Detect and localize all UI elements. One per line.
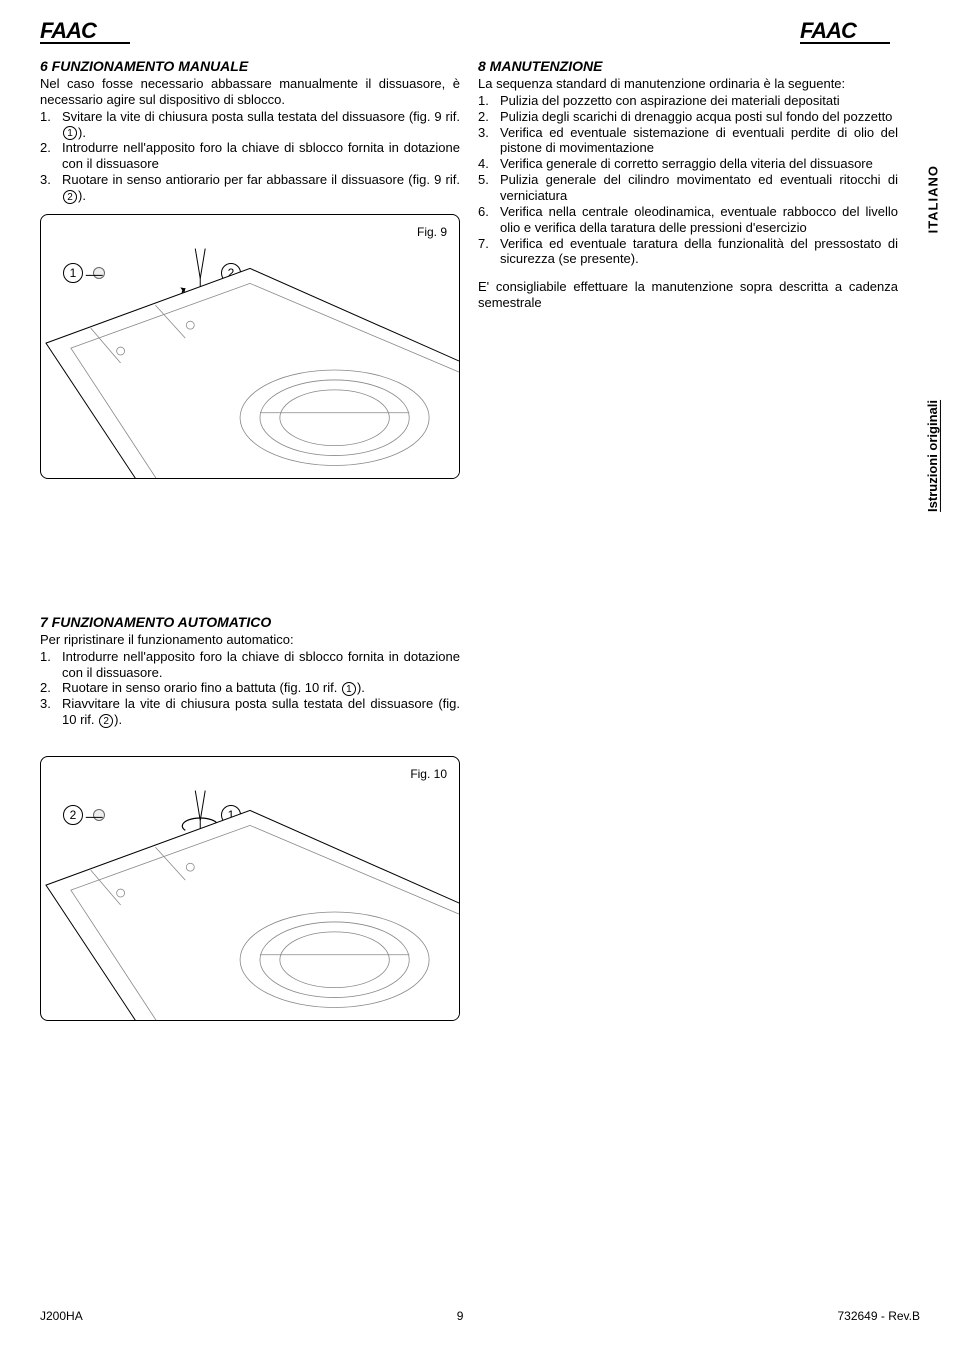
footer-right: 732649 - Rev.B <box>837 1309 920 1323</box>
list-item: 7.Verifica ed eventuale taratura della f… <box>478 236 898 268</box>
section6-intro: Nel caso fosse necessario abbassare manu… <box>40 76 460 108</box>
section8-advice: E' consigliabile effettuare la manutenzi… <box>478 279 898 311</box>
list-item: 1.Introdurre nell'apposito foro la chiav… <box>40 649 460 681</box>
logo-left: FAAC <box>40 18 130 44</box>
list-item: 2.Pulizia degli scarichi di drenaggio ac… <box>478 109 898 125</box>
figure-10: Fig. 10 2 1 <box>40 756 460 1021</box>
section8-intro: La sequenza standard di manutenzione ord… <box>478 76 898 92</box>
section8-title: 8 MANUTENZIONE <box>478 58 898 74</box>
section7-title: 7 FUNZIONAMENTO AUTOMATICO <box>40 614 460 630</box>
section6-title: 6 FUNZIONAMENTO MANUALE <box>40 58 460 74</box>
section7-list: 1.Introdurre nell'apposito foro la chiav… <box>40 649 460 728</box>
list-item: 2.Ruotare in senso orario fino a battuta… <box>40 680 460 696</box>
section7: 7 FUNZIONAMENTO AUTOMATICO Per ripristin… <box>40 614 460 1021</box>
list-item: 5.Pulizia generale del cilindro moviment… <box>478 172 898 204</box>
section8-list: 1.Pulizia del pozzetto con aspirazione d… <box>478 93 898 267</box>
figure-10-label: Fig. 10 <box>410 767 447 781</box>
figure-9-svg <box>41 243 459 479</box>
list-item: 3.Ruotare in senso antiorario per far ab… <box>40 172 460 204</box>
footer-center: 9 <box>457 1309 464 1323</box>
main-content: 6 FUNZIONAMENTO MANUALE Nel caso fosse n… <box>40 58 920 479</box>
right-column: 8 MANUTENZIONE La sequenza standard di m… <box>478 58 898 479</box>
list-item: 1.Svitare la vite di chiusura posta sull… <box>40 109 460 141</box>
logo-right: FAAC <box>800 18 890 44</box>
footer-left: J200HA <box>40 1309 83 1323</box>
list-item: 6.Verifica nella centrale oleodinamica, … <box>478 204 898 236</box>
list-item: 3.Riavvitare la vite di chiusura posta s… <box>40 696 460 728</box>
figure-9-label: Fig. 9 <box>417 225 447 239</box>
list-item: 1.Pulizia del pozzetto con aspirazione d… <box>478 93 898 109</box>
figure-10-svg <box>41 785 459 1021</box>
figure-9: Fig. 9 1 2 <box>40 214 460 479</box>
list-item: 3.Verifica ed eventuale sistemazione di … <box>478 125 898 157</box>
section7-intro: Per ripristinare il funzionamento automa… <box>40 632 460 648</box>
side-label-istruzioni: Istruzioni originali <box>925 400 941 512</box>
footer: J200HA 9 732649 - Rev.B <box>40 1309 920 1323</box>
section6-list: 1.Svitare la vite di chiusura posta sull… <box>40 109 460 204</box>
list-item: 2.Introdurre nell'apposito foro la chiav… <box>40 140 460 172</box>
side-label-italiano: ITALIANO <box>925 165 940 233</box>
list-item: 4.Verifica generale di corretto serraggi… <box>478 156 898 172</box>
left-column: 6 FUNZIONAMENTO MANUALE Nel caso fosse n… <box>40 58 460 479</box>
